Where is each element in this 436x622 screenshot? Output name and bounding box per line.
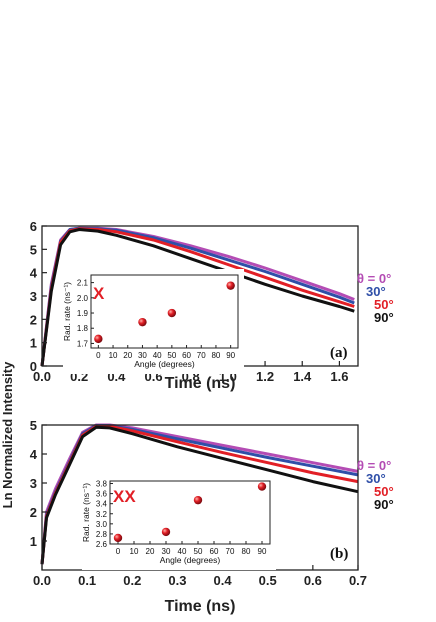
inset-x-tick-label-a-6: 60 bbox=[182, 351, 191, 360]
y-tick-label-b-3: 4 bbox=[30, 447, 38, 462]
inset-x-tick-label-a-2: 20 bbox=[123, 351, 132, 360]
x-tick-label-b-1: 0.1 bbox=[78, 573, 96, 588]
series-label-b-2: 50° bbox=[374, 484, 394, 499]
inset-y-axis-title-b: Rad. rate (ns⁻¹) bbox=[81, 483, 91, 542]
inset-x-tick-label-b-3: 30 bbox=[162, 547, 171, 556]
x-axis-title-a: Time (ns) bbox=[165, 375, 236, 392]
series-line-a-3 bbox=[40, 228, 355, 367]
inset-x-tick-label-b-7: 70 bbox=[226, 547, 235, 556]
series-label-b-3: 90° bbox=[374, 497, 394, 512]
inset-y-tick-label-b-5: 3.6 bbox=[96, 490, 108, 499]
inset-y-tick-label-a-3: 2.0 bbox=[77, 294, 89, 303]
inset-x-tick-label-a-5: 50 bbox=[167, 351, 176, 360]
inset-frame-a bbox=[90, 274, 239, 349]
y-tick-label-a-0: 0 bbox=[30, 359, 37, 374]
x-tick-label-b-0: 0.0 bbox=[33, 573, 51, 588]
series-label-a-3: 90° bbox=[374, 310, 394, 325]
inset-y-axis-title-a: Rad. rate (ns⁻¹) bbox=[62, 282, 72, 341]
x-tick-label-b-4: 0.4 bbox=[214, 573, 233, 588]
series-label-a-1: 30° bbox=[366, 284, 386, 299]
panel-label-b: (b) bbox=[330, 546, 348, 562]
x-axis-title-b: Time (ns) bbox=[165, 598, 236, 615]
inset-x-tick-label-b-9: 90 bbox=[258, 547, 267, 556]
series-label-b-0: θ = 0° bbox=[357, 458, 391, 473]
y-tick-label-a-2: 2 bbox=[30, 312, 37, 327]
inset-frame-b bbox=[109, 480, 271, 545]
y-axis-title: Ln Normalized Intensity bbox=[0, 361, 15, 508]
inset-x-tick-label-b-8: 80 bbox=[242, 547, 251, 556]
y-tick-label-a-5: 5 bbox=[30, 242, 37, 257]
panel-label-a: (a) bbox=[330, 345, 348, 361]
inset-x-tick-label-b-0: 0 bbox=[116, 547, 121, 556]
x-tick-label-a-0: 0.0 bbox=[33, 369, 51, 384]
inset-y-tick-label-a-0: 1.7 bbox=[77, 339, 89, 348]
inset-point-a-1 bbox=[138, 317, 147, 327]
inset-y-tick-label-a-4: 2.1 bbox=[77, 279, 89, 288]
y-tick-label-b-2: 3 bbox=[30, 476, 37, 491]
x-tick-label-b-2: 0.2 bbox=[123, 573, 141, 588]
y-tick-label-b-1: 2 bbox=[30, 505, 37, 520]
series-label-a-0: θ = 0° bbox=[357, 271, 391, 286]
inset-x-tick-label-a-3: 30 bbox=[138, 351, 147, 360]
inset-x-tick-label-a-7: 70 bbox=[197, 351, 206, 360]
y-tick-label-b-0: 1 bbox=[30, 534, 37, 549]
inset-point-b-1 bbox=[161, 527, 171, 537]
series-label-a-2: 50° bbox=[374, 297, 394, 312]
x-tick-label-a-8: 1.6 bbox=[330, 369, 348, 384]
inset-x-tick-label-a-4: 40 bbox=[153, 351, 162, 360]
inset-x-tick-label-b-4: 40 bbox=[178, 547, 187, 556]
inset-x-tick-label-b-5: 50 bbox=[194, 547, 203, 556]
inset-marker-label-a: X bbox=[93, 284, 105, 303]
panel-b-chart: 1 2 3 4 5 0.0 0.1 0.2 0.3 0.4 0.5 0.6 0.7 Time (ns) θ … bbox=[30, 418, 394, 615]
inset-x-axis-title-a: Angle (degrees) bbox=[134, 359, 195, 369]
inset-y-tick-label-b-1: 2.8 bbox=[96, 530, 108, 539]
inset-y-tick-label-b-6: 3.8 bbox=[96, 480, 108, 489]
inset-y-tick-label-a-2: 1.9 bbox=[77, 309, 89, 318]
x-tick-label-b-3: 0.3 bbox=[168, 573, 186, 588]
series-line-b-3 bbox=[40, 425, 359, 565]
inset-x-tick-label-b-6: 60 bbox=[210, 547, 219, 556]
inset-x-tick-label-a-9: 90 bbox=[226, 351, 235, 360]
inset-x-axis-title-b: Angle (degrees) bbox=[160, 555, 221, 565]
inset-x-tick-label-b-1: 10 bbox=[130, 547, 139, 556]
y-tick-label-b-4: 5 bbox=[30, 418, 37, 433]
inset-y-tick-label-b-0: 2.6 bbox=[96, 540, 108, 549]
inset-y-tick-label-a-1: 1.8 bbox=[77, 324, 89, 333]
inset-point-a-2 bbox=[167, 308, 177, 318]
inset-point-b-2 bbox=[193, 495, 203, 505]
inset-y-tick-label-b-4: 3.4 bbox=[96, 500, 108, 509]
inset-y-tick-label-b-3: 3.2 bbox=[96, 510, 108, 519]
y-tick-label-a-3: 3 bbox=[30, 289, 37, 304]
x-tick-label-a-7: 1.4 bbox=[293, 369, 312, 384]
inset-point-a-3 bbox=[226, 281, 235, 290]
inset-marker-label-b: XX bbox=[113, 487, 136, 506]
inset-y-tick-label-b-2: 3.0 bbox=[96, 520, 108, 529]
x-tick-label-b-7: 0.7 bbox=[349, 573, 367, 588]
series-label-b-1: 30° bbox=[366, 471, 386, 486]
inset-point-a-0 bbox=[94, 334, 103, 344]
inset-x-tick-label-b-2: 20 bbox=[146, 547, 155, 556]
y-tick-label-a-6: 6 bbox=[30, 219, 37, 234]
y-tick-label-a-4: 4 bbox=[30, 266, 38, 281]
inset-point-b-3 bbox=[257, 482, 267, 491]
x-tick-label-b-5: 0.5 bbox=[259, 573, 277, 588]
y-tick-label-a-1: 1 bbox=[30, 336, 37, 351]
inset-point-b-0 bbox=[113, 533, 123, 543]
x-tick-label-b-6: 0.6 bbox=[304, 573, 322, 588]
inset-x-tick-label-a-8: 80 bbox=[211, 351, 220, 360]
inset-x-tick-label-a-1: 10 bbox=[109, 351, 118, 360]
inset-x-tick-label-a-0: 0 bbox=[96, 351, 101, 360]
x-tick-label-a-6: 1.2 bbox=[256, 369, 274, 384]
